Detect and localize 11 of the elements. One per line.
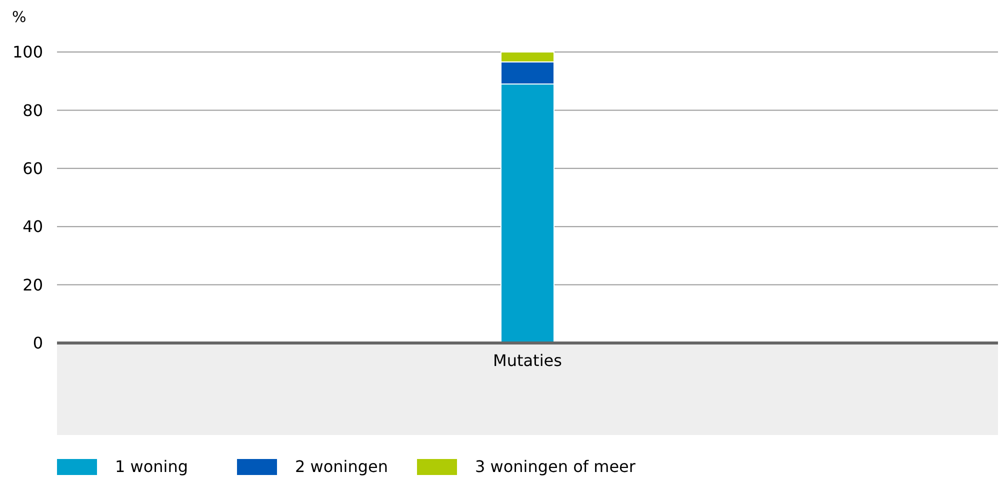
y-tick-label: 0: [32, 334, 43, 353]
y-tick-label: 20: [22, 275, 43, 294]
y-axis-title: %: [12, 8, 26, 26]
y-tick-label: 40: [22, 217, 43, 236]
y-tick-label: 100: [12, 42, 43, 62]
legend-label: 2 woningen: [295, 457, 388, 476]
x-tick-label: Mutaties: [493, 351, 562, 370]
y-tick-label: 60: [22, 159, 43, 178]
legend-label: 3 woningen of meer: [475, 457, 636, 476]
y-tick-label: 80: [22, 100, 43, 120]
legend-label: 1 woning: [115, 457, 188, 476]
